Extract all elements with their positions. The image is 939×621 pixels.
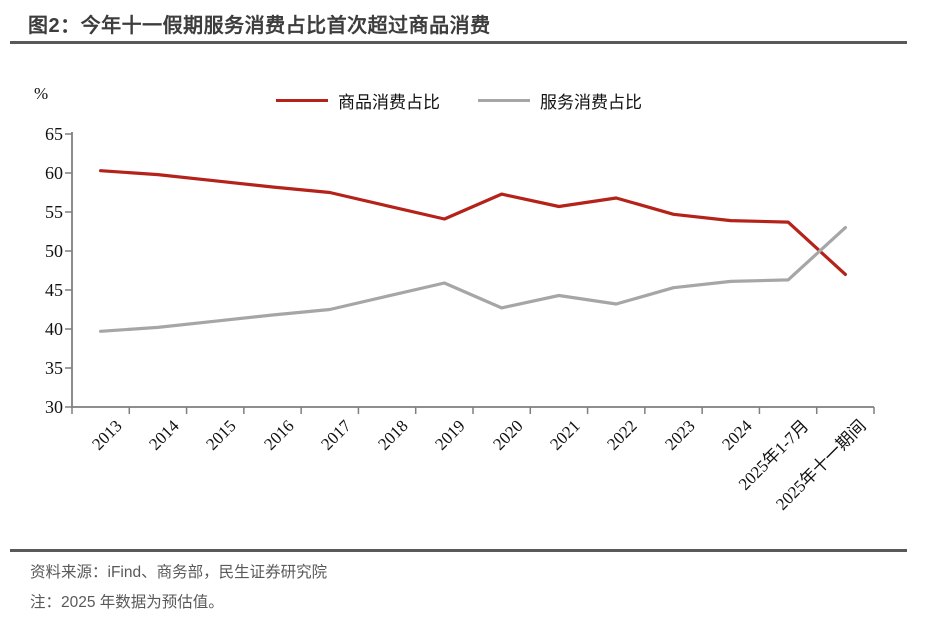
y-axis-label-45: 45 (45, 280, 63, 300)
goods-line-swatch (276, 99, 328, 102)
legend-label-goods: 商品消费占比 (338, 93, 440, 112)
services-line-swatch (478, 99, 530, 102)
y-axis-label-50: 50 (45, 241, 63, 261)
y-axis-label-35: 35 (45, 358, 63, 378)
y-axis-label-55: 55 (45, 202, 63, 222)
estimate-note: 注：2025 年数据为预估值。 (30, 594, 224, 611)
y-axis-label-30: 30 (45, 397, 63, 417)
footer-separator (10, 549, 907, 552)
legend-item-services: 服务消费占比 (478, 88, 642, 113)
chart-legend: 商品消费占比 服务消费占比 (276, 88, 642, 113)
source-note: 资料来源：iFind、商务部，民生证券研究院 (30, 564, 328, 581)
title-underline (10, 41, 907, 44)
y-axis-label-40: 40 (45, 319, 63, 339)
y-axis-unit-label: % (34, 84, 49, 103)
series-line-服务消费占比 (98, 226, 848, 333)
line-chart-plot (65, 132, 875, 414)
figure-title: 图2：今年十一假期服务消费占比首次超过商品消费 (28, 15, 491, 37)
y-axis-label-65: 65 (45, 124, 63, 144)
y-axis-label-60: 60 (45, 163, 63, 183)
series-line-商品消费占比 (98, 169, 848, 276)
legend-item-goods: 商品消费占比 (276, 88, 440, 113)
legend-label-services: 服务消费占比 (540, 93, 642, 112)
